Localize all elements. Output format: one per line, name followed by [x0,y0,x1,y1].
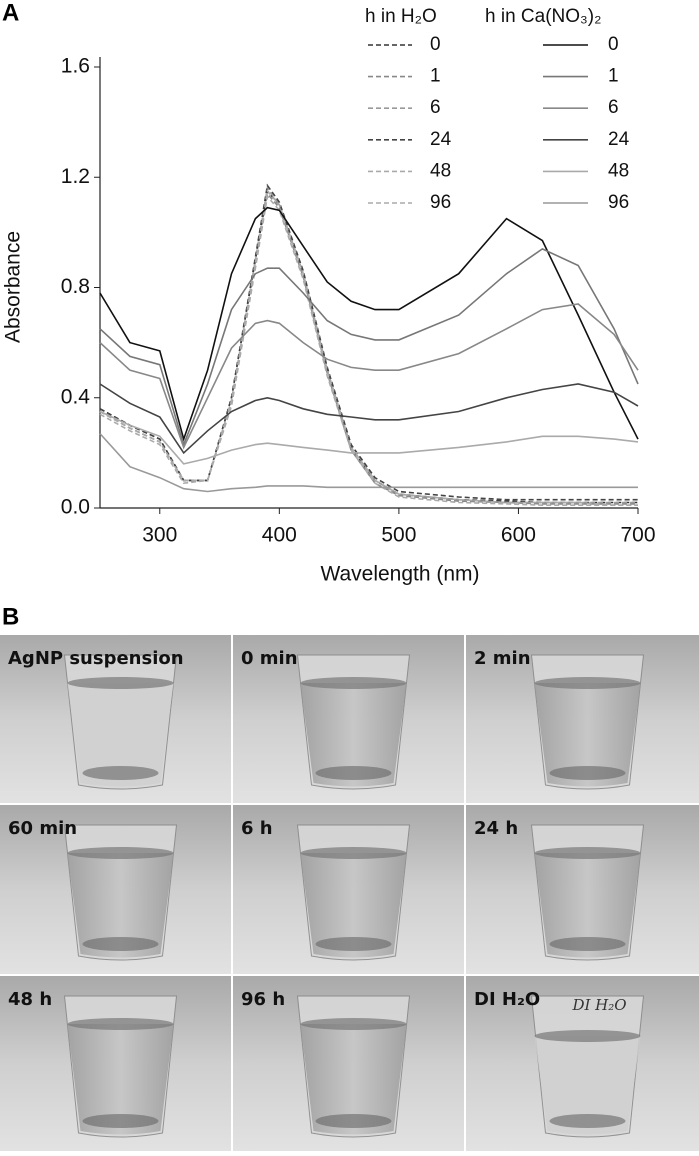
legend-label: 1 [608,66,619,87]
photo: 2 min [466,635,699,803]
legend-label: 24 [430,129,452,150]
photo-label: 24 h [474,818,518,839]
liquid [300,1024,407,1135]
photo-label: 0 min [241,648,298,669]
liquid [534,1036,641,1135]
photo-label: 96 h [241,989,285,1010]
legend-label: 48 [608,160,629,181]
liquid [67,1024,174,1135]
beaker-note: DI H₂O [571,996,626,1014]
x-axis-title: Wavelength (nm) [320,563,479,586]
panel-label: B [2,603,19,630]
liquid [534,853,641,958]
meniscus [67,677,174,689]
beaker-bottom [82,766,159,780]
beaker-bottom [82,1114,159,1128]
legend-label: 0 [608,34,619,55]
legend-label: 96 [608,192,629,213]
liquid [67,683,174,787]
beaker-bottom [315,766,392,780]
beaker-bottom [315,937,392,951]
data-line [99,303,639,450]
photo-label: DI H₂O [474,989,540,1010]
legend-label: 0 [430,34,441,55]
data-line [99,189,638,506]
liquid [67,853,174,958]
legend-label: 96 [430,192,451,213]
x-tick-label: 400 [262,524,297,547]
meniscus [67,847,174,859]
data-line [99,247,639,448]
legend-label: 6 [608,97,619,118]
meniscus [67,1018,174,1030]
legend-title: h in H₂O [365,6,437,27]
photo: 48 h [0,976,231,1151]
legend-label: 6 [430,97,441,118]
y-tick-label: 0.0 [61,496,90,519]
photo-label: 6 h [241,818,273,839]
photo: DI H₂O DI H₂O [466,976,699,1151]
liquid [534,683,641,787]
photo: 60 min [0,805,231,974]
photo-label: 60 min [8,818,77,839]
beaker-bottom [82,937,159,951]
meniscus [300,1018,407,1030]
y-tick-label: 0.8 [61,275,90,298]
y-axis-title: Absorbance [2,231,25,343]
legend-label: 1 [430,66,441,87]
data-line [99,383,639,455]
beaker-bottom [549,766,626,780]
photo: 0 min [233,635,464,803]
legend-label: 24 [608,129,630,150]
photo-label: AgNP suspension [8,648,184,669]
liquid [300,683,407,787]
beaker-bottom [315,1114,392,1128]
data-line [99,186,638,504]
y-tick-label: 1.2 [61,165,90,188]
panel-label: A [2,0,19,26]
y-tick-label: 0.4 [61,385,91,408]
x-tick-label: 300 [142,524,177,547]
beaker-bottom [549,1114,626,1128]
data-line [99,433,638,493]
x-tick-label: 700 [620,524,655,547]
photo: 96 h [233,976,464,1151]
photo-label: 48 h [8,989,52,1010]
x-tick-label: 500 [381,524,416,547]
data-line [99,206,639,442]
legend-title: h in Ca(NO₃)₂ [485,6,601,27]
meniscus [300,847,407,859]
legend-label: 48 [430,160,451,181]
meniscus [300,677,407,689]
data-line [99,194,638,506]
data-line [99,410,639,465]
meniscus [534,1030,641,1042]
photo: 24 h [466,805,699,974]
y-tick-label: 1.6 [61,55,90,78]
meniscus [534,847,641,859]
liquid [300,853,407,958]
data-line [99,189,638,504]
data-line [99,191,638,505]
beaker-bottom [549,937,626,951]
photo-label: 2 min [474,648,531,669]
photo: AgNP suspension [0,635,231,803]
meniscus [534,677,641,689]
x-tick-label: 600 [501,524,536,547]
photo: 6 h [233,805,464,974]
